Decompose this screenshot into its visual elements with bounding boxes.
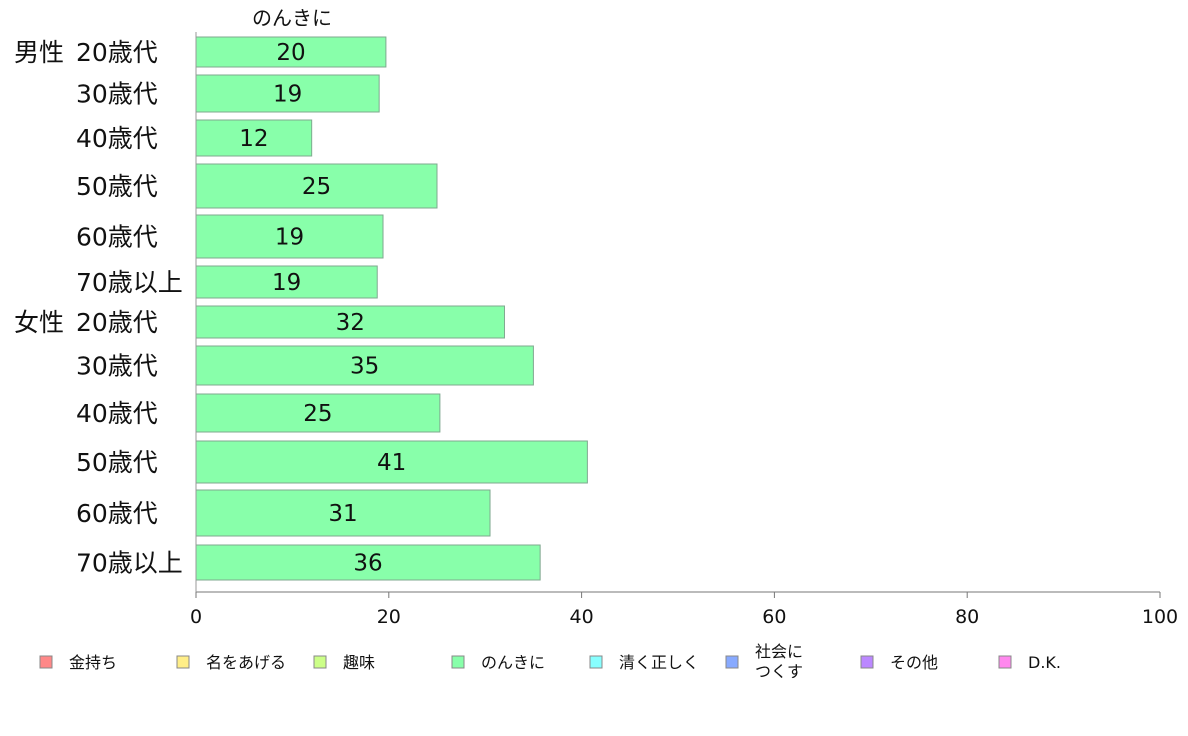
bar [195,36,387,68]
bar-value-label: 19 [275,225,304,251]
category-label: 20歳代 [76,308,158,337]
category-label: 40歳代 [76,124,158,153]
legend-label-line: 清く正しく [619,653,699,672]
bar-value-label: 12 [239,126,268,152]
group-label: 男性 [14,38,64,67]
category-label: 70歳以上 [76,549,183,578]
x-tick-label: 40 [570,606,594,628]
legend-swatch [725,655,739,669]
legend-label: 社会につくす [755,642,803,681]
legend-label: その他 [890,653,938,672]
bar-value-label: 25 [302,174,331,200]
legend-swatch [176,655,190,669]
x-tick-label: 100 [1142,606,1178,628]
category-label: 50歳代 [76,172,158,201]
legend-label: 名をあげる [206,653,286,672]
legend-label-line: 名をあげる [206,653,286,672]
x-tick-label: 60 [762,606,786,628]
category-label: 60歳代 [76,223,158,252]
x-tick-label: 0 [190,606,202,628]
legend-label: 清く正しく [619,653,699,672]
legend-label-line: 金持ち [69,653,117,672]
bar [195,544,541,581]
bar-value-label: 20 [276,40,305,66]
category-label: 30歳代 [76,352,158,381]
bar-value-label: 19 [272,270,301,296]
x-axis: 0 20 40 60 80 100 [190,32,1178,628]
bar [195,163,438,209]
bar-value-label: 32 [336,310,365,336]
category-label: 50歳代 [76,448,158,477]
legend: 金持ち 名をあげる 趣味 のんきに 清く正しく 社会につくす その他 D.K. [39,642,1061,681]
category-label: 40歳代 [76,399,158,428]
category-label: 20歳代 [76,38,158,67]
bar-value-label: 41 [377,450,406,476]
bar [195,214,384,259]
bar [195,440,588,484]
legend-swatch [860,655,874,669]
bar-value-label: 31 [328,501,357,527]
category-label: 60歳代 [76,499,158,528]
column-title: のんきに [252,6,332,30]
legend-swatch [589,655,603,669]
bar-value-label: 25 [303,401,332,427]
x-tick-label: 80 [955,606,979,628]
legend-swatch [998,655,1012,669]
group-label: 女性 [14,308,64,337]
bar-value-label: 36 [353,551,382,577]
legend-label-line: 趣味 [343,653,375,672]
category-label: 30歳代 [76,80,158,109]
bar [195,74,380,113]
legend-label-line: その他 [890,653,938,672]
x-tick-label: 20 [377,606,401,628]
bar [195,119,313,157]
legend-label: のんきに [481,653,545,672]
bar-value-label: 19 [273,82,302,108]
bar [195,305,505,339]
legend-label-line: D.K. [1028,653,1061,672]
legend-swatch [451,655,465,669]
legend-swatch [313,655,327,669]
category-label: 70歳以上 [76,268,183,297]
legend-label: 趣味 [343,653,375,672]
bar-value-label: 35 [350,354,379,380]
category-labels: 20歳代 30歳代 40歳代 50歳代 60歳代 70歳以上 20歳代 30歳代 40歳代 50歳… [76,38,183,578]
bars [195,36,588,581]
legend-label: 金持ち [69,653,117,672]
legend-label-line: 社会に [755,642,803,661]
legend-swatch [39,655,53,669]
legend-label: D.K. [1028,653,1061,672]
legend-label-line: のんきに [481,653,545,672]
legend-label-line: つくす [755,662,803,681]
bar [195,489,491,537]
